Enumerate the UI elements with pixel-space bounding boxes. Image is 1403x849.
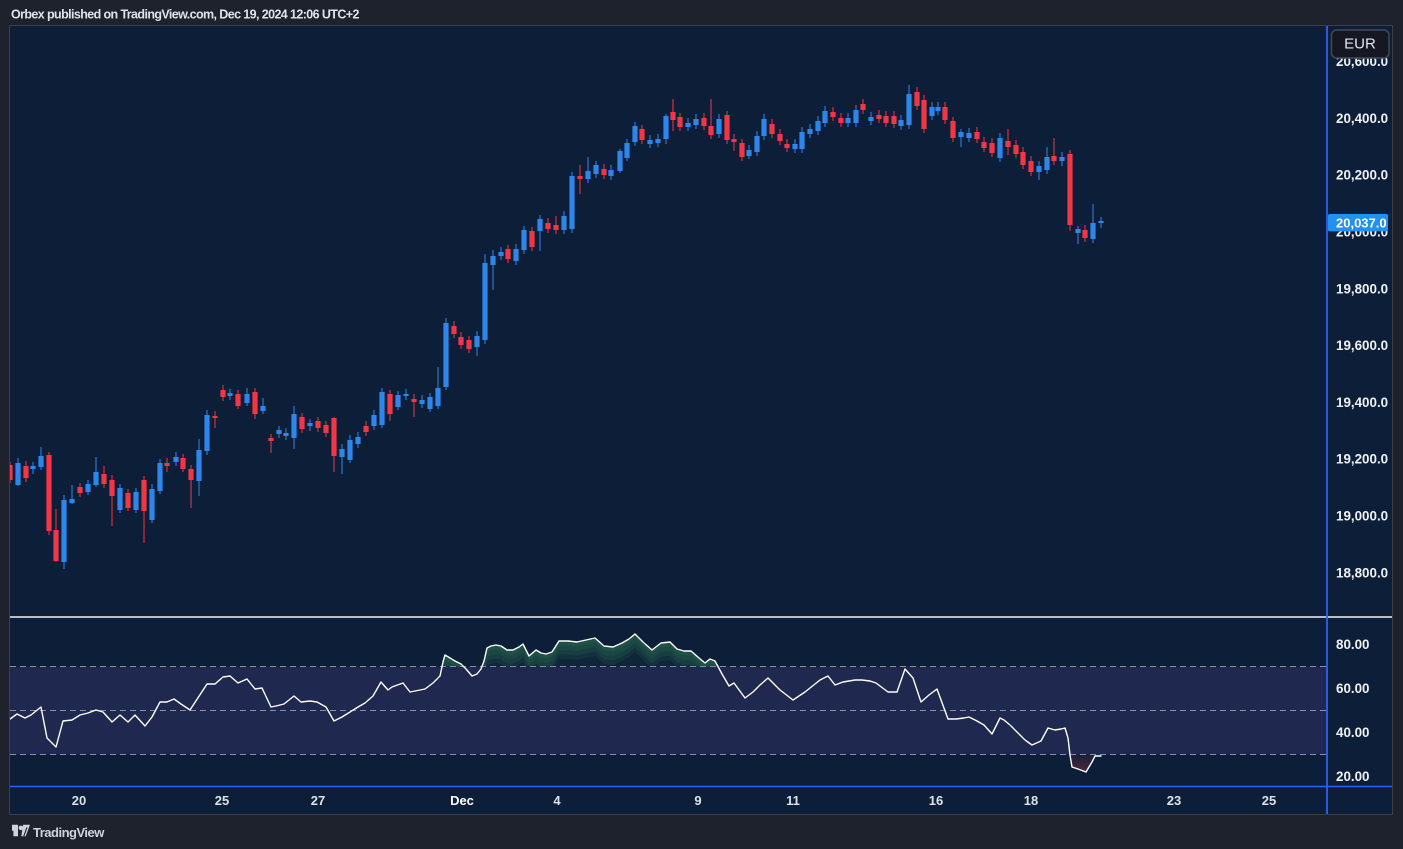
svg-text:60.00: 60.00 bbox=[1336, 681, 1370, 696]
svg-text:19,400.0: 19,400.0 bbox=[1336, 395, 1388, 410]
svg-text:20,037.0: 20,037.0 bbox=[1336, 216, 1387, 231]
svg-text:20.00: 20.00 bbox=[1336, 769, 1370, 784]
svg-text:9: 9 bbox=[694, 793, 701, 808]
svg-text:Dec: Dec bbox=[450, 793, 474, 808]
svg-text:25: 25 bbox=[1262, 793, 1276, 808]
svg-text:19,600.0: 19,600.0 bbox=[1336, 338, 1388, 353]
svg-text:19,800.0: 19,800.0 bbox=[1336, 281, 1388, 296]
svg-text:16: 16 bbox=[929, 793, 943, 808]
svg-text:23: 23 bbox=[1167, 793, 1181, 808]
svg-text:20,400.0: 20,400.0 bbox=[1336, 111, 1388, 126]
svg-text:18: 18 bbox=[1024, 793, 1038, 808]
svg-text:18,800.0: 18,800.0 bbox=[1336, 565, 1388, 580]
svg-text:20,200.0: 20,200.0 bbox=[1336, 168, 1388, 183]
svg-text:11: 11 bbox=[786, 793, 800, 808]
svg-text:20: 20 bbox=[72, 793, 86, 808]
svg-text:EUR: EUR bbox=[1344, 36, 1376, 53]
svg-text:19,200.0: 19,200.0 bbox=[1336, 452, 1388, 467]
svg-text:TradingView: TradingView bbox=[33, 825, 105, 840]
svg-text:4: 4 bbox=[553, 793, 561, 808]
svg-text:80.00: 80.00 bbox=[1336, 637, 1370, 652]
svg-text:19,000.0: 19,000.0 bbox=[1336, 509, 1388, 524]
svg-text:Orbex published on TradingView: Orbex published on TradingView.com, Dec … bbox=[11, 8, 359, 22]
svg-text:25: 25 bbox=[215, 793, 229, 808]
svg-text:40.00: 40.00 bbox=[1336, 725, 1370, 740]
svg-text:27: 27 bbox=[311, 793, 325, 808]
